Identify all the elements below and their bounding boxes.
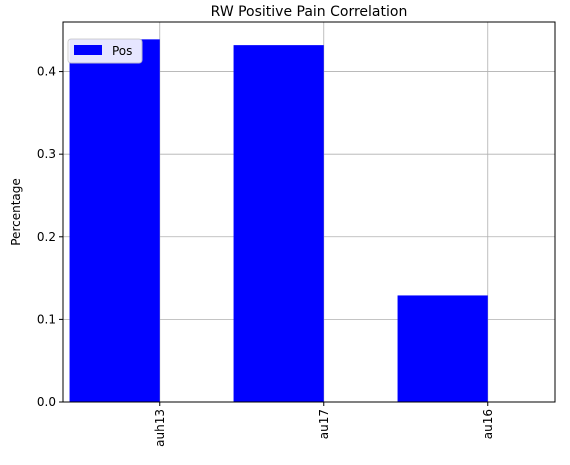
y-tick-label: 0.0	[37, 395, 56, 409]
bar	[69, 39, 160, 402]
y-tick-label: 0.2	[37, 230, 56, 244]
y-tick-label: 0.1	[37, 312, 56, 326]
bar	[397, 295, 488, 402]
bar	[233, 45, 324, 403]
y-axis: 0.0 0.1 0.2 0.3 0.4	[37, 65, 63, 409]
plot-frame	[62, 21, 556, 403]
y-axis-label: Percentage	[9, 178, 23, 246]
legend-label: Pos	[112, 44, 132, 58]
y-tick-label: 0.4	[37, 65, 56, 79]
x-tick-label: au16	[481, 409, 495, 439]
legend: Pos	[67, 38, 143, 64]
x-axis: auh13 au17 au16	[153, 402, 495, 447]
legend-swatch	[74, 45, 102, 55]
x-tick-label: au17	[317, 409, 331, 439]
x-tick-label: auh13	[153, 409, 167, 447]
chart-title: RW Positive Pain Correlation	[211, 4, 408, 20]
y-tick-label: 0.3	[37, 147, 56, 161]
bars-layer	[69, 39, 488, 403]
